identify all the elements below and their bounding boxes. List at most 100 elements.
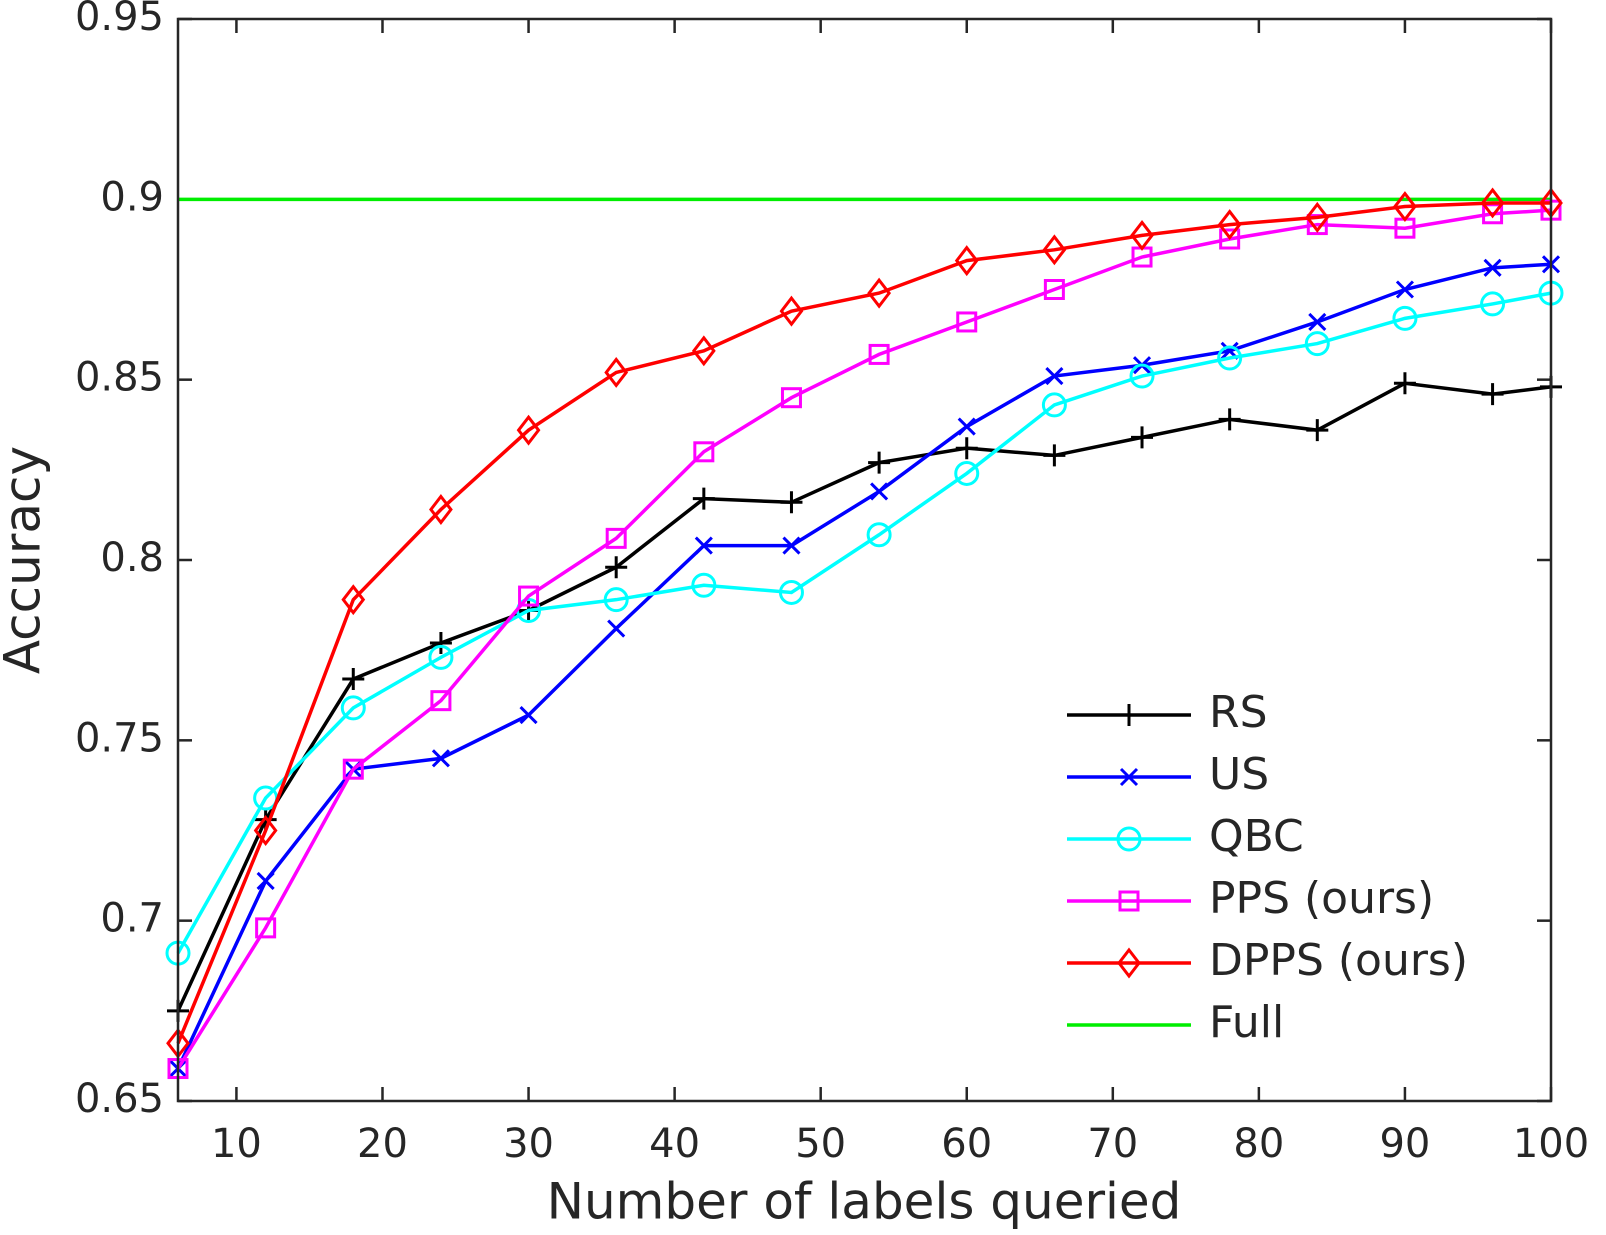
marker — [342, 758, 364, 780]
marker — [430, 690, 452, 712]
marker — [1045, 366, 1064, 386]
marker — [255, 917, 277, 939]
marker — [1118, 890, 1140, 912]
marker — [1041, 392, 1067, 418]
y-tick-label: 0.95 — [75, 0, 164, 40]
marker — [782, 536, 801, 555]
marker — [604, 356, 629, 388]
marker — [1480, 187, 1505, 219]
x-tick-label: 60 — [941, 1121, 992, 1167]
marker — [1219, 228, 1241, 250]
legend-label: RS — [1209, 687, 1268, 738]
marker — [691, 572, 717, 598]
series-line — [176, 208, 1552, 1070]
marker — [1304, 331, 1330, 357]
marker — [1395, 280, 1415, 299]
y-tick-label: 0.7 — [100, 896, 164, 942]
y-tick-label: 0.85 — [75, 355, 164, 401]
y-tick-label: 0.9 — [100, 174, 164, 220]
legend-label: PPS (ours) — [1209, 873, 1434, 924]
x-axis-label: Number of labels queried — [547, 1173, 1182, 1231]
marker — [1393, 372, 1416, 395]
marker — [1043, 279, 1065, 300]
marker — [429, 494, 453, 525]
marker — [1130, 219, 1154, 251]
series-line — [176, 291, 1552, 954]
legend-label: QBC — [1209, 811, 1304, 862]
marker — [516, 414, 541, 446]
marker — [431, 749, 450, 768]
marker — [778, 579, 804, 605]
x-tick-label: 70 — [1087, 1121, 1138, 1167]
marker — [780, 387, 802, 409]
marker — [867, 277, 891, 309]
marker — [694, 536, 713, 555]
marker — [429, 631, 452, 654]
marker — [1483, 258, 1502, 277]
y-axis-label: Accuracy — [0, 446, 52, 674]
x-tick-label: 50 — [795, 1121, 846, 1167]
plot-frame — [176, 17, 1553, 1103]
marker — [1308, 312, 1327, 332]
legend: RS US QBC PPS (ours) DPPS (ours) Full — [1067, 687, 1468, 1048]
y-tick-label: 0.65 — [75, 1076, 164, 1122]
marker — [1129, 363, 1155, 389]
marker — [519, 706, 538, 725]
y-tick-label: 0.75 — [75, 715, 164, 761]
marker — [1218, 408, 1241, 431]
marker — [954, 460, 980, 486]
marker — [692, 487, 715, 510]
marker — [1217, 209, 1242, 241]
marker — [1480, 291, 1506, 317]
marker — [779, 295, 804, 327]
marker — [866, 522, 892, 548]
marker — [518, 585, 540, 607]
x-tick-label: 90 — [1379, 1121, 1430, 1167]
marker — [956, 311, 978, 333]
marker — [955, 437, 978, 460]
marker — [954, 245, 979, 277]
legend-label: US — [1209, 749, 1269, 800]
marker — [1217, 345, 1243, 371]
marker — [693, 441, 715, 463]
marker — [691, 335, 716, 367]
marker — [256, 871, 275, 891]
legend-label: Full — [1209, 997, 1284, 1048]
series-line — [176, 201, 1551, 1044]
x-tick-label: 10 — [211, 1121, 262, 1167]
marker — [1393, 191, 1417, 223]
marker — [605, 527, 627, 549]
marker — [1306, 214, 1328, 236]
x-tick-label: 100 — [1513, 1121, 1589, 1167]
marker — [1042, 234, 1067, 266]
marker — [1481, 383, 1504, 406]
marker — [1306, 419, 1329, 442]
marker — [253, 815, 278, 846]
marker — [870, 482, 889, 501]
marker — [1043, 444, 1066, 467]
marker — [1118, 704, 1140, 726]
legend-label: DPPS (ours) — [1209, 935, 1468, 986]
marker — [342, 668, 365, 691]
marker — [607, 619, 626, 638]
y-tick-label: 0.8 — [100, 535, 164, 581]
x-tick-label: 40 — [649, 1121, 700, 1167]
marker — [1131, 426, 1154, 449]
marker — [340, 695, 366, 721]
x-tick-label: 20 — [357, 1121, 408, 1167]
marker — [1116, 826, 1142, 852]
marker — [603, 587, 629, 613]
marker — [868, 451, 891, 474]
marker — [1482, 203, 1504, 225]
marker — [1117, 947, 1141, 979]
marker — [605, 556, 628, 579]
marker — [957, 417, 976, 436]
marker — [341, 584, 366, 616]
marker — [428, 644, 454, 670]
marker — [1119, 767, 1139, 787]
marker — [1305, 201, 1330, 233]
marker — [1392, 305, 1418, 331]
marker — [780, 491, 803, 514]
